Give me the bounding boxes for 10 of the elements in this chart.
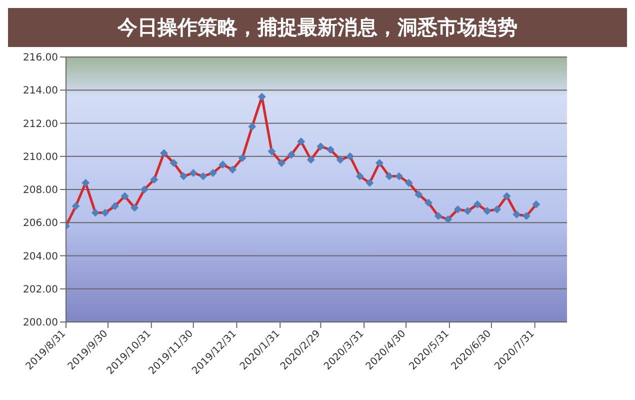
y-tick-label: 202.00 bbox=[23, 284, 58, 296]
y-tick-label: 200.00 bbox=[23, 318, 58, 329]
y-tick-label: 208.00 bbox=[23, 185, 58, 196]
y-tick-label: 212.00 bbox=[23, 118, 58, 130]
y-tick-label: 214.00 bbox=[23, 86, 58, 97]
chart-title: 今日操作策略，捕捉最新消息，洞悉市场趋势 bbox=[8, 8, 627, 47]
y-tick-label: 210.00 bbox=[23, 152, 58, 163]
y-tick-label: 204.00 bbox=[23, 251, 58, 262]
y-tick-label: 206.00 bbox=[23, 218, 58, 230]
y-tick-label: 216.00 bbox=[23, 52, 58, 64]
